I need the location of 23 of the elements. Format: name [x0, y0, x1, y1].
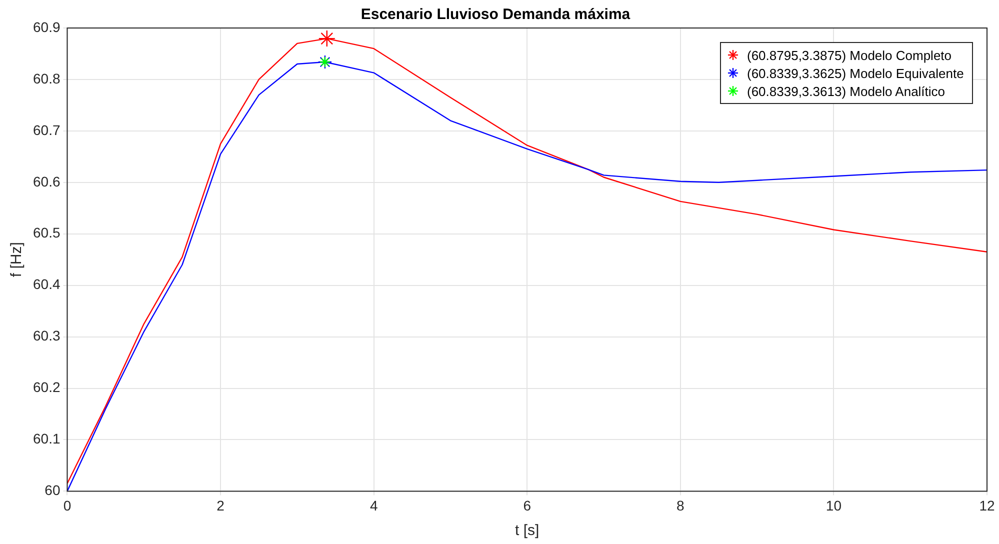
legend-label: (60.8339,3.3613) Modelo Analítico — [747, 84, 946, 98]
y-tick-label: 60.3 — [33, 328, 60, 344]
x-tick-label: 4 — [370, 497, 378, 514]
x-tick-label: 2 — [216, 497, 225, 514]
y-tick-label: 60.1 — [33, 430, 60, 447]
y-tick-label: 60.8 — [33, 70, 60, 86]
y-tick-label: 60.5 — [33, 224, 60, 241]
y-tick-label: 60 — [44, 482, 60, 498]
x-tick-label: 0 — [63, 497, 72, 514]
y-tick-label: 60.9 — [33, 18, 60, 35]
x-tick-label: 6 — [523, 497, 532, 514]
x-tick-label: 10 — [826, 497, 842, 514]
x-tick-label: 8 — [676, 497, 685, 514]
x-axis-title: t [s] — [515, 522, 540, 540]
legend-label: (60.8795,3.3875) Modelo Completo — [747, 48, 952, 62]
y-tick-label: 60.2 — [33, 379, 60, 396]
x-tick-label: 12 — [979, 497, 995, 514]
legend-label: (60.8339,3.3625) Modelo Equivalente — [747, 66, 964, 80]
y-tick-label: 60.7 — [33, 122, 60, 138]
chart-title: Escenario Lluvioso Demanda máxima — [360, 6, 631, 24]
y-axis-title: f [Hz] — [8, 242, 26, 278]
y-tick-label: 60.6 — [33, 173, 60, 190]
y-tick-label: 60.4 — [33, 276, 60, 292]
